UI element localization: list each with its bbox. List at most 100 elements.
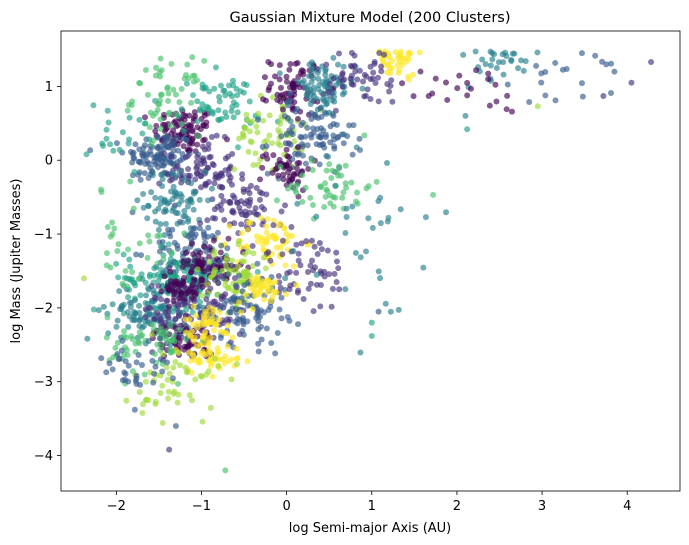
data-point xyxy=(177,362,184,369)
data-point xyxy=(185,165,192,172)
data-point xyxy=(130,149,137,156)
data-point xyxy=(297,133,304,140)
data-point xyxy=(246,98,253,105)
data-point xyxy=(342,180,349,187)
data-point xyxy=(206,304,213,311)
data-point xyxy=(304,142,311,149)
data-point xyxy=(350,122,357,129)
data-point xyxy=(138,271,145,278)
data-point xyxy=(258,215,265,222)
data-point xyxy=(246,128,253,135)
data-point xyxy=(397,206,404,213)
data-point xyxy=(260,96,267,103)
data-point xyxy=(346,122,353,129)
data-point xyxy=(159,176,166,183)
data-point xyxy=(274,197,281,204)
data-point xyxy=(198,321,205,328)
data-point xyxy=(122,267,129,274)
data-point xyxy=(107,233,114,240)
data-point xyxy=(205,104,212,111)
data-point xyxy=(338,172,345,179)
data-point xyxy=(245,148,252,155)
data-point xyxy=(407,50,414,57)
data-point xyxy=(294,160,301,167)
data-point xyxy=(189,263,196,270)
data-point xyxy=(176,326,183,333)
data-point xyxy=(219,356,226,363)
data-point xyxy=(217,335,224,341)
data-point xyxy=(190,225,197,232)
data-point xyxy=(238,230,245,237)
data-point xyxy=(361,93,368,100)
data-point xyxy=(141,371,148,378)
data-point xyxy=(315,86,322,93)
data-point xyxy=(152,194,159,201)
data-point xyxy=(321,268,328,275)
data-point xyxy=(264,216,271,223)
data-point xyxy=(337,74,344,81)
data-point xyxy=(264,155,271,162)
data-point xyxy=(380,56,387,63)
data-point xyxy=(189,397,195,404)
data-point xyxy=(197,107,204,114)
data-point xyxy=(492,81,499,88)
data-point xyxy=(315,75,322,82)
data-point xyxy=(310,308,317,315)
data-point xyxy=(324,247,331,254)
data-point xyxy=(294,289,301,296)
data-point xyxy=(218,296,225,303)
data-point xyxy=(244,117,251,124)
y-tick-label: −2 xyxy=(34,301,53,316)
data-point xyxy=(245,248,252,255)
data-point xyxy=(454,85,461,92)
data-point xyxy=(378,68,385,75)
data-point xyxy=(297,262,304,269)
data-point xyxy=(317,303,324,310)
data-point xyxy=(384,218,391,225)
data-point xyxy=(204,315,211,322)
data-point xyxy=(104,107,111,114)
data-point xyxy=(219,184,226,191)
data-point xyxy=(232,267,239,274)
data-point xyxy=(253,123,260,130)
data-point xyxy=(310,202,316,209)
data-point xyxy=(313,141,320,148)
data-point xyxy=(207,363,214,370)
data-point xyxy=(161,232,168,239)
data-point xyxy=(353,198,360,205)
data-point xyxy=(155,226,162,233)
data-point xyxy=(243,111,250,118)
data-point xyxy=(244,186,251,193)
data-point xyxy=(231,194,238,201)
data-point xyxy=(534,49,541,56)
data-point xyxy=(189,54,196,61)
data-point xyxy=(87,147,94,154)
data-point xyxy=(467,85,474,92)
data-point xyxy=(133,359,140,366)
data-point xyxy=(268,61,275,68)
data-point xyxy=(275,172,282,179)
data-point xyxy=(194,284,201,291)
data-point xyxy=(279,106,286,113)
data-point xyxy=(239,130,246,137)
data-point xyxy=(364,86,371,93)
data-point xyxy=(118,347,125,354)
data-point xyxy=(202,181,209,188)
data-point xyxy=(326,161,333,168)
data-point xyxy=(268,339,275,346)
data-point xyxy=(330,112,337,119)
data-point xyxy=(336,163,343,170)
data-point xyxy=(307,100,314,107)
data-point xyxy=(406,76,412,83)
data-point xyxy=(294,144,301,151)
data-point xyxy=(234,109,241,116)
data-point xyxy=(158,296,165,303)
data-point xyxy=(223,263,230,269)
data-point xyxy=(360,78,367,85)
data-point xyxy=(161,150,168,157)
data-point xyxy=(116,288,123,295)
data-point xyxy=(129,268,136,275)
data-point xyxy=(156,335,163,342)
data-point xyxy=(249,263,256,270)
